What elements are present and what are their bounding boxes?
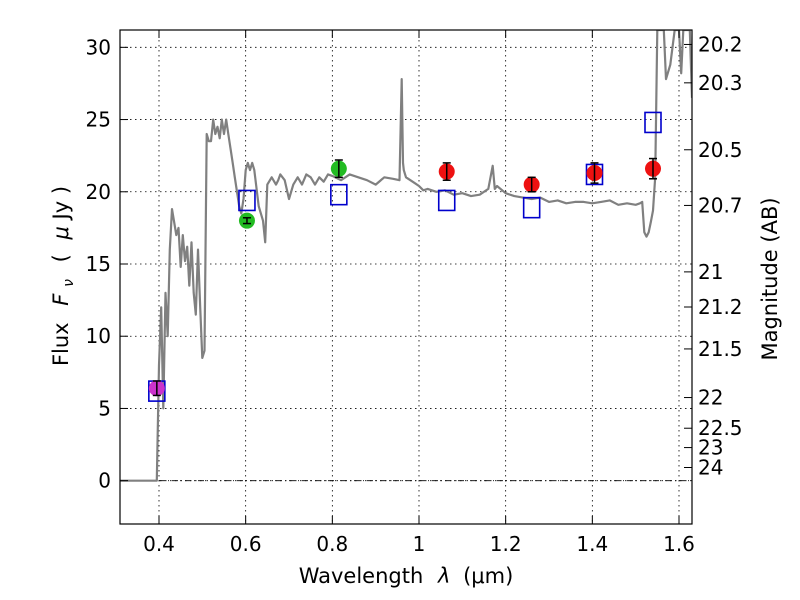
synthetic-photometry-square bbox=[644, 111, 662, 134]
y2-tick-label: 22 bbox=[698, 386, 723, 410]
y2-tick-label: 21.5 bbox=[698, 337, 743, 361]
y2-tick-label: 24 bbox=[698, 455, 723, 479]
synthetic-photometry-square bbox=[522, 196, 541, 219]
y2-tick-label: 20.2 bbox=[698, 32, 743, 56]
plot-frame bbox=[119, 29, 693, 525]
y-tick-label: 0 bbox=[98, 469, 111, 493]
y-axis-label-symbol: F bbox=[49, 293, 73, 306]
y2-tick-label: 20.3 bbox=[698, 71, 743, 95]
y-tick-label: 30 bbox=[86, 35, 111, 59]
x-tick-label: 0.8 bbox=[316, 532, 348, 556]
synthetic-photometry-square bbox=[330, 183, 348, 206]
y-axis-label-subscript: ν bbox=[61, 279, 77, 287]
y2-tick-label: 20.5 bbox=[698, 138, 743, 162]
y-axis-label-mu: μ bbox=[49, 226, 73, 240]
x-tick-label: 1.2 bbox=[490, 532, 522, 556]
x-axis-label: Wavelength λ (μm) bbox=[299, 564, 514, 588]
y-axis-label-text: Flux bbox=[49, 322, 73, 366]
y-tick-label: 5 bbox=[98, 396, 111, 420]
y-tick-label: 25 bbox=[86, 108, 111, 132]
x-axis-label-unit: (μm) bbox=[463, 564, 513, 588]
x-tick-label: 1.4 bbox=[576, 532, 608, 556]
y-tick-label: 20 bbox=[86, 180, 111, 204]
plot-area bbox=[120, 30, 692, 482]
y-axis-label-paren: ( bbox=[49, 254, 73, 262]
x-axis-label-symbol: λ bbox=[437, 564, 450, 588]
axis-ticks: 0.4 0.6 0.8 1 1.2 1.4 1.6 0 5 10 15 20 25 30 20.2 20.3 2… bbox=[86, 30, 743, 556]
x-tick-label: 1.6 bbox=[663, 532, 695, 556]
y-axis-label: Flux F ν ( μ Jy ) bbox=[49, 186, 78, 366]
synthetic-photometry-square bbox=[437, 189, 456, 212]
x-tick-label: 0.6 bbox=[230, 532, 262, 556]
y2-tick-label: 22.5 bbox=[698, 416, 743, 440]
y2-tick-label: 21 bbox=[698, 260, 723, 284]
model-spectrum-line bbox=[120, 30, 692, 482]
y2-axis-label: Magnitude (AB) bbox=[758, 197, 782, 360]
synthetic-photometry-square bbox=[238, 189, 256, 212]
y2-tick-label: 20.7 bbox=[698, 193, 743, 217]
y2-tick-label: 23 bbox=[698, 436, 723, 460]
y-tick-label: 15 bbox=[86, 252, 111, 276]
y-axis-label-unit: Jy ) bbox=[49, 186, 73, 222]
y-tick-label: 10 bbox=[86, 324, 111, 348]
x-axis-label-text: Wavelength bbox=[299, 564, 424, 588]
x-tick-label: 1 bbox=[413, 532, 426, 556]
y2-tick-label: 21.2 bbox=[698, 295, 743, 319]
x-tick-label: 0.4 bbox=[143, 532, 175, 556]
